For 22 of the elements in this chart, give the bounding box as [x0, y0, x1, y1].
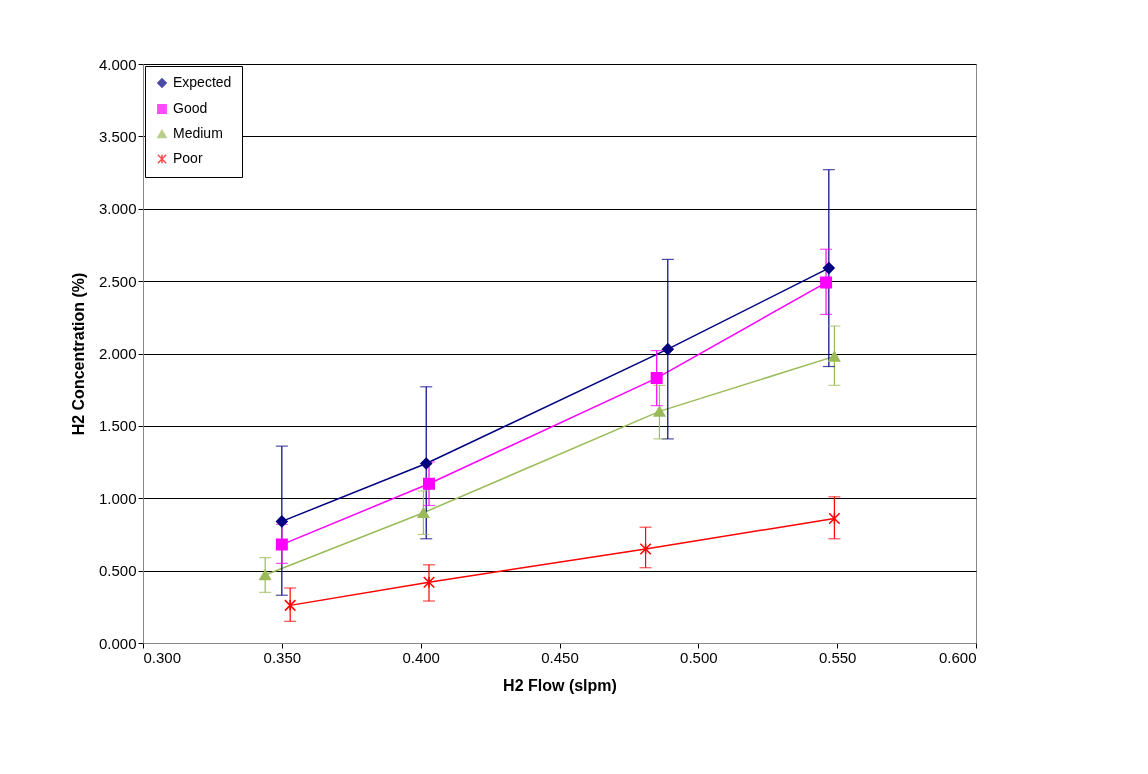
y-tick-label: 1.000 — [98, 489, 137, 507]
y-tick-label: 0.000 — [98, 634, 137, 652]
legend-label: Poor — [173, 150, 203, 166]
x-tick-label: 0.450 — [541, 648, 579, 666]
y-tick-label: 0.500 — [98, 562, 137, 580]
y-tick-label: 3.000 — [98, 200, 137, 218]
y-tick-label: 4.000 — [98, 55, 137, 73]
x-axis-title: H2 Flow (slpm) — [503, 676, 617, 694]
x-tick-label: 0.600 — [938, 648, 977, 666]
y-tick-label: 2.000 — [98, 345, 137, 362]
x-tick-label: 0.400 — [402, 648, 440, 666]
y-tick-label: 2.500 — [98, 272, 137, 290]
y-axis-title: H2 Concentration (%) — [69, 272, 87, 436]
x-tick-label: 0.500 — [680, 648, 718, 666]
y-tick-label: 3.500 — [98, 127, 137, 145]
y-tick-label: 1.500 — [98, 417, 137, 435]
legend-label: Good — [173, 100, 208, 116]
legend-label: Medium — [173, 125, 223, 141]
x-tick-label: 0.300 — [143, 648, 182, 666]
x-tick-label: 0.350 — [263, 648, 302, 666]
legend-label: Expected — [173, 74, 232, 90]
x-tick-label: 0.550 — [818, 648, 857, 666]
